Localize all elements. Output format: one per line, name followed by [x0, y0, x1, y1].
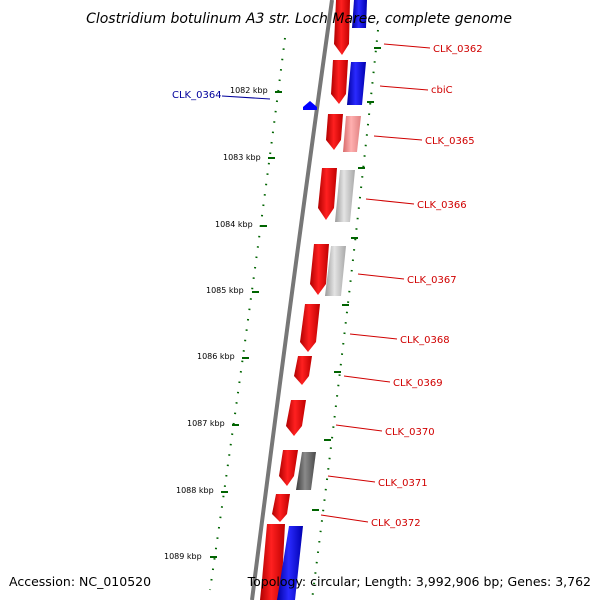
- tick-marks: [210, 91, 282, 558]
- tick-label: 1085 kbp: [206, 286, 244, 295]
- gene-clk-0370[interactable]: [286, 400, 306, 436]
- paired-genes: [277, 0, 367, 600]
- gene-dgray-clk-0371[interactable]: [296, 452, 316, 490]
- map-title: Clostridium botulinum A3 str. Loch Maree…: [86, 11, 512, 27]
- outer-tick-ring: [311, 29, 379, 600]
- topology-text: Topology: circular; Length: 3,992,906 bp…: [247, 574, 591, 589]
- tick-labels: 1082 kbp 1083 kbp 1084 kbp 1085 kbp 1086…: [164, 86, 268, 561]
- gene-blue-bottom[interactable]: [277, 526, 303, 600]
- outer-tick-marks: [312, 47, 381, 511]
- gene-label[interactable]: cbiC: [431, 85, 453, 96]
- gene-pink-clk-0365[interactable]: [343, 116, 361, 152]
- gene-clk-0372[interactable]: [272, 494, 290, 522]
- tick-label: 1087 kbp: [187, 419, 225, 428]
- gene-clk-0366[interactable]: [318, 168, 337, 220]
- tick-label: 1084 kbp: [215, 220, 253, 229]
- gene-label[interactable]: CLK_0362: [433, 44, 483, 55]
- gene-clk-0368[interactable]: [300, 304, 320, 352]
- gene-labels: CLK_0362 cbiC CLK_0364 CLK_0365 CLK_0366…: [172, 44, 483, 529]
- gene-clk-0362[interactable]: [334, 0, 350, 55]
- label-leaders: [221, 43, 431, 523]
- gene-gray-clk-0367[interactable]: [325, 246, 346, 296]
- tick-label: 1083 kbp: [223, 153, 261, 162]
- tick-label: 1089 kbp: [164, 552, 202, 561]
- gene-label[interactable]: CLK_0365: [425, 136, 475, 147]
- gene-label[interactable]: CLK_0371: [378, 478, 428, 489]
- inner-tick-ring: [209, 37, 286, 591]
- gene-clk-0367[interactable]: [310, 244, 329, 295]
- gene-blue-top[interactable]: [352, 0, 367, 28]
- gene-label[interactable]: CLK_0369: [393, 378, 443, 389]
- gene-blue-cbic[interactable]: [347, 62, 366, 105]
- gene-label[interactable]: CLK_0367: [407, 275, 457, 286]
- gene-next-forward[interactable]: [260, 524, 285, 600]
- gene-label[interactable]: CLK_0364: [172, 90, 222, 101]
- gene-clk-0371[interactable]: [279, 450, 298, 486]
- gene-gray-clk-0366[interactable]: [335, 170, 355, 222]
- accession-text: Accession: NC_010520: [9, 574, 151, 589]
- gene-label[interactable]: CLK_0366: [417, 200, 467, 211]
- gene-clk-0365[interactable]: [326, 114, 343, 150]
- gene-cbic[interactable]: [331, 60, 348, 104]
- gene-clk-0369[interactable]: [294, 356, 312, 385]
- gene-clk-0364[interactable]: [303, 101, 317, 110]
- tick-label: 1088 kbp: [176, 486, 214, 495]
- tick-label: 1082 kbp: [230, 86, 268, 95]
- gene-label[interactable]: CLK_0370: [385, 427, 435, 438]
- forward-strand-genes: [260, 0, 350, 600]
- tick-label: 1086 kbp: [197, 352, 235, 361]
- gene-label[interactable]: CLK_0368: [400, 335, 450, 346]
- genome-backbone: [250, 0, 334, 600]
- gene-label[interactable]: CLK_0372: [371, 518, 421, 529]
